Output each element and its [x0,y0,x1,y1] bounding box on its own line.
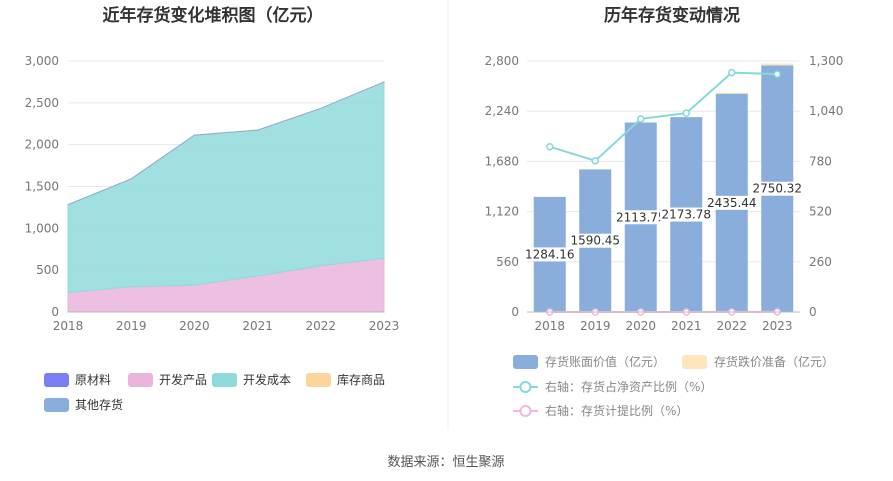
left-y-tick-label: 2,500 [25,96,59,110]
right-y2-tick-label: 780 [809,154,832,168]
right-chart-title: 历年存货变动情况 [604,5,740,26]
line-point [728,68,736,77]
legend-item-开发成本[interactable]: 开发成本 [212,372,291,387]
right-x-tick-label: 2018 [534,319,565,333]
right-y-tick-label: 2,240 [485,104,519,118]
left-x-tick-label: 2022 [306,319,337,333]
line-point [637,115,645,123]
right-y-tick-label: 0 [511,305,519,319]
legend-item-存货账面价值（亿元）[interactable]: 存货账面价值（亿元） [513,354,665,369]
area-series-其他存货 [67,81,385,206]
legend-label: 右轴：存货计提比例（%） [545,403,688,418]
bar-value-label: 1590.45 [570,234,620,248]
right-y2-tick-label: 260 [809,255,832,269]
left-x-tick-label: 2019 [116,319,147,333]
right-y2-tick-labels: 0 260 520 780 1,040 1,300 [809,54,843,319]
bar-value-label: 2750.32 [752,182,802,196]
bar-value-label-bg [751,181,804,196]
legend-label: 开发成本 [243,372,291,387]
right-y-tick-label: 560 [496,255,519,269]
bar-value-label-bg [569,233,622,248]
right-y2-tick-label: 1,040 [809,104,843,118]
right-x-tick-label: 2021 [671,319,702,333]
legend-item-右轴：存货计提比例（%）[interactable]: 右轴：存货计提比例（%） [513,403,688,418]
legend-marker [519,405,532,417]
left-x-tick-label: 2020 [179,319,210,333]
right-y-tick-label: 1,680 [485,154,519,168]
right-x-tick-label: 2019 [580,319,611,333]
legend-swatch [128,373,153,387]
left-x-tick-label: 2018 [53,319,84,333]
legend-swatch [44,373,69,387]
right-y-tick-labels: 0 560 1,120 1,680 2,240 2,800 [485,54,519,319]
bar-value-label: 1284.16 [525,247,575,261]
bar-value-label-bg [705,195,758,210]
legend-swatch [306,373,331,387]
right-y2-tick-label: 520 [809,205,832,219]
legend-swatch [682,355,707,369]
left-y-tick-label: 500 [36,263,59,277]
bar-impairment-provision [715,92,748,94]
left-y-tick-label: 1,000 [25,221,59,235]
legend-label: 存货账面价值（亿元） [545,354,665,369]
legend-marker [519,381,532,393]
left-stacked-areas [67,81,385,313]
right-y-tick-label: 2,800 [485,54,519,68]
right-y2-tick-label: 0 [809,305,817,319]
legend-label: 开发产品 [159,372,207,387]
left-y-tick-labels: 0 500 1,000 1,500 2,000 2,500 3,000 [25,54,59,319]
bar-value-label-bg [614,210,667,225]
line-point [546,142,554,151]
legend-item-原材料[interactable]: 原材料 [44,373,111,387]
legend-label: 存货跌价准备（亿元） [714,354,834,369]
legend-swatch [513,355,538,369]
legend-swatch [44,398,69,412]
data-source: 数据来源：恒生聚源 [387,455,504,470]
right-y2-tick-label: 1,300 [809,54,843,68]
right-x-tick-labels: 2018 2019 2020 2021 2022 2023 [527,311,800,333]
legend-label: 库存商品 [337,372,385,387]
left-x-tick-label: 2023 [369,319,400,333]
bar-value-label: 2435.44 [707,196,757,210]
right-x-tick-label: 2022 [716,319,747,333]
bar-value-label: 2113.75 [616,210,666,224]
bar-value-label-bg [523,247,576,262]
legend-item-开发产品[interactable]: 开发产品 [128,372,207,387]
right-legend: 存货账面价值（亿元） 存货跌价准备（亿元）右轴：存货占净资产比例（%） 右轴：存货计… [513,354,834,418]
legend-item-存货跌价准备（亿元）[interactable]: 存货跌价准备（亿元） [682,354,834,369]
left-y-tick-label: 0 [51,305,59,319]
line-series-右轴：存货占净资产比例（%） [549,71,778,162]
line-point [773,70,781,78]
left-chart-title: 近年存货变化堆积图（亿元） [103,5,324,26]
legend-swatch [212,373,237,387]
bar-value-label: 2173.78 [661,208,711,222]
legend-item-库存商品[interactable]: 库存商品 [306,372,385,387]
right-x-tick-label: 2023 [762,319,793,333]
left-y-tick-label: 2,000 [25,138,59,152]
right-y-tick-label: 1,120 [485,205,519,219]
left-y-tick-label: 1,500 [25,180,59,194]
line-point [682,109,690,117]
legend-item-其他存货[interactable]: 其他存货 [44,397,123,412]
right-x-tick-label: 2020 [625,319,656,333]
bar-value-label-bg [660,207,713,222]
legend-label: 其他存货 [75,397,123,412]
line-point [591,157,599,165]
legend-label: 右轴：存货占净资产比例（%） [545,379,712,394]
legend-item-右轴：存货占净资产比例（%）[interactable]: 右轴：存货占净资产比例（%） [513,379,712,394]
left-x-tick-label: 2021 [242,319,273,333]
left-x-tick-labels: 2018 2019 2020 2021 2022 2023 [53,311,400,333]
area-series-开发成本 [67,81,385,294]
bar-impairment-provision [761,63,794,66]
legend-label: 原材料 [75,373,111,387]
left-y-tick-label: 3,000 [25,54,59,68]
